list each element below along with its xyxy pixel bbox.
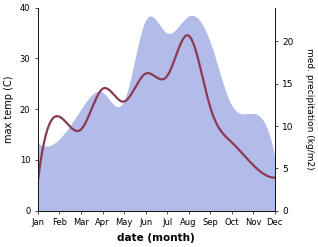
Y-axis label: med. precipitation (kg/m2): med. precipitation (kg/m2)	[305, 48, 314, 170]
Y-axis label: max temp (C): max temp (C)	[4, 75, 14, 143]
X-axis label: date (month): date (month)	[117, 233, 195, 243]
